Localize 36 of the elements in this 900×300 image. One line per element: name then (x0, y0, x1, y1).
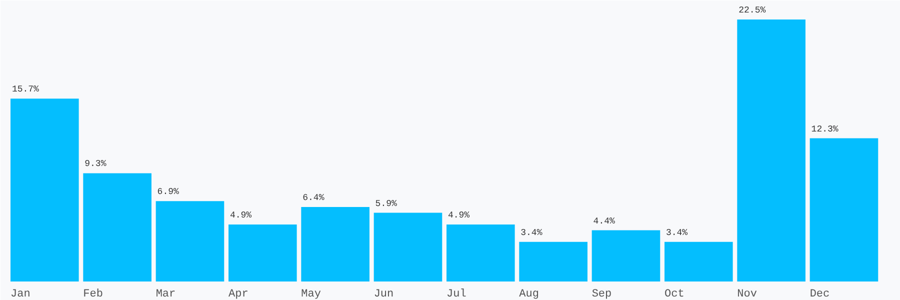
bar (810, 138, 878, 282)
bar (301, 206, 370, 282)
data-label: 6.4% (302, 192, 325, 203)
x-tick-label: Mar (156, 288, 176, 300)
bar (228, 224, 297, 282)
bar (10, 98, 79, 282)
bar (83, 173, 152, 282)
data-label: 3.4% (666, 228, 688, 238)
x-tick-label: Jul (446, 288, 466, 300)
bar (737, 20, 806, 282)
x-tick-label: Jun (374, 288, 394, 300)
data-label: 22.5% (738, 6, 766, 16)
x-tick-label: Feb (83, 288, 103, 300)
data-label: 15.7% (12, 84, 40, 95)
data-label: 12.3% (811, 124, 839, 134)
x-tick-label: Jan (10, 288, 30, 300)
x-tick-label: Aug (519, 288, 539, 300)
bar (664, 242, 733, 282)
data-label: 4.9% (230, 210, 252, 220)
data-label: 6.9% (157, 187, 180, 198)
x-tick-label: Apr (228, 288, 248, 300)
x-tick-label: May (301, 288, 322, 300)
data-label: 4.4% (593, 216, 616, 226)
x-tick-label: Oct (664, 288, 684, 300)
data-label: 3.4% (520, 228, 543, 238)
x-tick-label: Nov (737, 288, 758, 300)
bar (592, 230, 660, 282)
bar (446, 224, 515, 282)
bar (156, 201, 224, 282)
data-label: 4.9% (448, 210, 470, 220)
data-label: 9.3% (84, 159, 107, 170)
x-tick-label: Sep (592, 288, 612, 300)
x-tick-label: Dec (810, 288, 830, 300)
bar (519, 242, 588, 282)
data-label: 5.9% (375, 198, 398, 209)
bar (374, 212, 442, 282)
